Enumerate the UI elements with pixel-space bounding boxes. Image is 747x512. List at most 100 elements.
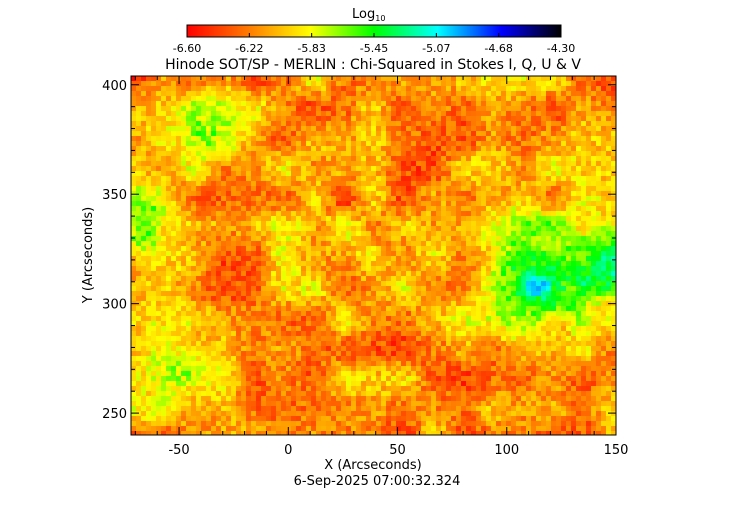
heatmap-cell (481, 111, 486, 116)
heatmap-cell (396, 236, 401, 241)
heatmap-cell (251, 221, 256, 226)
heatmap-cell (336, 221, 341, 226)
heatmap-cell (286, 116, 291, 121)
heatmap-cell (236, 166, 241, 171)
heatmap-cell (151, 286, 156, 291)
heatmap-cell (271, 101, 276, 106)
heatmap-cell (306, 271, 311, 276)
heatmap-cell (151, 81, 156, 86)
heatmap-cell (216, 136, 221, 141)
heatmap-cell (591, 231, 596, 236)
heatmap-cell (231, 101, 236, 106)
heatmap-cell (551, 261, 556, 266)
heatmap-cell (261, 231, 266, 236)
heatmap-cell (576, 106, 581, 111)
heatmap-cell (486, 251, 491, 256)
heatmap-cell (406, 136, 411, 141)
heatmap-cell (246, 116, 251, 121)
heatmap-cell (366, 106, 371, 111)
heatmap-cell (436, 316, 441, 321)
heatmap-cell (171, 331, 176, 336)
heatmap-cell (361, 286, 366, 291)
heatmap-cell (346, 321, 351, 326)
heatmap-cell (611, 211, 616, 216)
heatmap-cell (456, 246, 461, 251)
heatmap-cell (191, 331, 196, 336)
heatmap-cell (576, 321, 581, 326)
heatmap-cell (251, 76, 256, 81)
heatmap-cell (611, 226, 616, 231)
heatmap-cell (591, 176, 596, 181)
heatmap-cell (161, 236, 166, 241)
heatmap-cell (376, 206, 381, 211)
heatmap-cell (191, 196, 196, 201)
heatmap-cell (381, 221, 386, 226)
heatmap-cell (566, 251, 571, 256)
heatmap-cell (196, 321, 201, 326)
heatmap-cell (271, 316, 276, 321)
heatmap-cell (486, 311, 491, 316)
heatmap-cell (311, 161, 316, 166)
heatmap-cell (241, 201, 246, 206)
heatmap-cell (441, 221, 446, 226)
heatmap-cell (486, 211, 491, 216)
heatmap-cell (471, 126, 476, 131)
heatmap-cell (421, 281, 426, 286)
heatmap-cell (141, 216, 146, 221)
heatmap-cell (381, 86, 386, 91)
heatmap-cell (406, 186, 411, 191)
heatmap-cell (366, 156, 371, 161)
heatmap-cell (596, 136, 601, 141)
heatmap-cell (166, 286, 171, 291)
heatmap-cell (191, 86, 196, 91)
heatmap-cell (376, 236, 381, 241)
heatmap-cell (556, 266, 561, 271)
heatmap-cell (356, 81, 361, 86)
heatmap-cell (201, 76, 206, 81)
heatmap-cell (426, 96, 431, 101)
heatmap-cell (296, 156, 301, 161)
heatmap-cell (381, 306, 386, 311)
heatmap-cell (176, 76, 181, 81)
heatmap-cell (456, 131, 461, 136)
heatmap-cell (281, 96, 286, 101)
heatmap-cell (556, 181, 561, 186)
heatmap-cell (431, 306, 436, 311)
heatmap-cell (316, 96, 321, 101)
heatmap-cell (356, 146, 361, 151)
heatmap-cell (436, 116, 441, 121)
heatmap-cell (166, 216, 171, 221)
heatmap-cell (411, 316, 416, 321)
heatmap-cell (451, 131, 456, 136)
heatmap-cell (356, 186, 361, 191)
heatmap-cell (256, 211, 261, 216)
heatmap-cell (221, 221, 226, 226)
heatmap-cell (496, 91, 501, 96)
heatmap-cell (496, 296, 501, 301)
heatmap-cell (321, 201, 326, 206)
heatmap-cell (541, 251, 546, 256)
heatmap-cell (396, 201, 401, 206)
heatmap-cell (486, 246, 491, 251)
heatmap-cell (516, 256, 521, 261)
heatmap-cell (221, 276, 226, 281)
heatmap-cell (586, 301, 591, 306)
heatmap-cell (211, 136, 216, 141)
heatmap-cell (356, 221, 361, 226)
heatmap-cell (306, 101, 311, 106)
heatmap-cell (371, 276, 376, 281)
heatmap-cell (416, 246, 421, 251)
heatmap-cell (336, 201, 341, 206)
heatmap-cell (291, 76, 296, 81)
heatmap-cell (456, 306, 461, 311)
heatmap-cell (536, 171, 541, 176)
heatmap-cell (161, 201, 166, 206)
heatmap-cell (156, 276, 161, 281)
heatmap-cell (566, 101, 571, 106)
heatmap-cell (156, 156, 161, 161)
heatmap-cell (561, 181, 566, 186)
heatmap-cell (366, 181, 371, 186)
heatmap-cell (366, 326, 371, 331)
heatmap-cell (411, 286, 416, 291)
heatmap-cell (351, 321, 356, 326)
